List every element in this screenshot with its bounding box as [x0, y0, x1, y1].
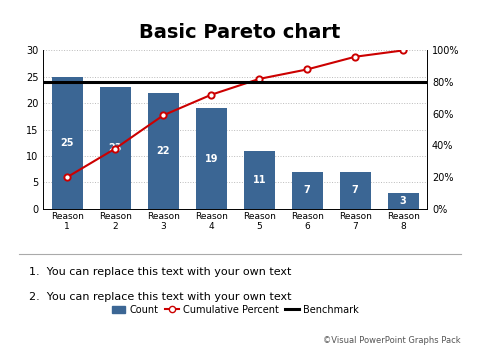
Text: ©Visual PowerPoint Graphs Pack: ©Visual PowerPoint Graphs Pack	[323, 336, 461, 345]
Bar	[243, 151, 275, 209]
Text: 11: 11	[252, 175, 266, 185]
Bar	[100, 87, 131, 209]
Bar	[195, 108, 227, 209]
Text: 2.  You can replace this text with your own text: 2. You can replace this text with your o…	[29, 292, 291, 302]
Text: 22: 22	[156, 146, 170, 156]
Bar	[51, 77, 83, 209]
Bar	[148, 93, 179, 209]
Text: 25: 25	[60, 138, 74, 148]
Text: 7: 7	[304, 185, 311, 195]
Legend: Count, Cumulative Percent, Benchmark: Count, Cumulative Percent, Benchmark	[108, 301, 362, 319]
Text: 19: 19	[204, 154, 218, 164]
Bar	[291, 172, 323, 209]
Text: 7: 7	[352, 185, 359, 195]
Bar	[339, 172, 371, 209]
Text: 23: 23	[108, 143, 122, 153]
Text: 3: 3	[400, 196, 407, 206]
Text: 1.  You can replace this text with your own text: 1. You can replace this text with your o…	[29, 267, 291, 277]
Text: Basic Pareto chart: Basic Pareto chart	[139, 23, 341, 42]
Bar	[387, 193, 419, 209]
